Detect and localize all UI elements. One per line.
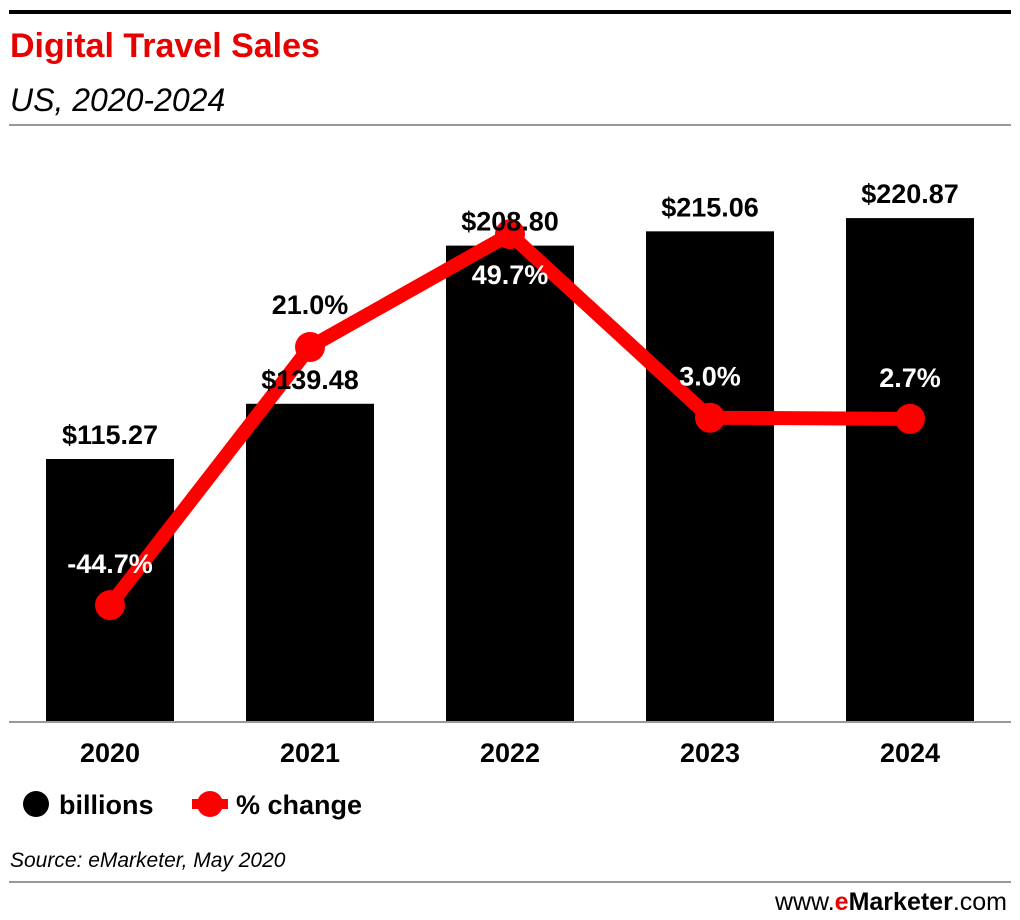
pct-label-2021: 21.0% — [272, 290, 349, 320]
line-layer: -44.7% 21.0% 49.7% 3.0% 2.7% — [67, 219, 941, 621]
pct-label-2024: 2.7% — [879, 363, 941, 393]
x-tick-label-2023: 2023 — [680, 738, 740, 768]
bar-value-label-2021: $139.48 — [261, 365, 359, 395]
bar-2024 — [846, 218, 974, 723]
bar-value-label-2020: $115.27 — [62, 420, 158, 450]
bar-2021 — [246, 403, 374, 722]
x-tick-label-2021: 2021 — [280, 738, 340, 768]
x-axis-ticks: 2020 2021 2022 2023 2024 — [80, 738, 940, 768]
bar-value-label-2024: $220.87 — [861, 179, 959, 209]
bar-value-label-2022: $208.80 — [461, 207, 559, 237]
brand-logo: www.eMarketer.com — [774, 888, 1007, 916]
chart-subtitle: US, 2020-2024 — [10, 82, 225, 118]
pct-point-2020 — [95, 590, 125, 621]
pct-point-2023 — [695, 402, 725, 433]
pct-label-2022: 49.7% — [472, 260, 549, 290]
legend-billions-label: billions — [59, 790, 154, 820]
legend-pct-label: % change — [236, 790, 362, 820]
pct-point-2021 — [295, 331, 325, 362]
x-tick-label-2024: 2024 — [880, 738, 940, 768]
labels-layer: $115.27 $139.48 $208.80 $215.06 $220.87 — [62, 179, 959, 450]
brand-name: Marketer — [849, 888, 953, 916]
legend: billions % change — [23, 790, 362, 820]
top-rule — [9, 10, 1011, 14]
bars-layer — [46, 218, 974, 723]
brand-accent: e — [835, 888, 849, 916]
pct-label-2023: 3.0% — [679, 362, 741, 392]
legend-billions-marker — [23, 791, 49, 817]
pct-point-2022 — [495, 219, 525, 250]
bar-2022 — [446, 245, 574, 722]
brand-prefix: www. — [774, 888, 835, 916]
x-tick-label-2022: 2022 — [480, 738, 540, 768]
x-tick-label-2020: 2020 — [80, 738, 140, 768]
legend-pct-marker — [197, 791, 223, 817]
bar-2023 — [646, 231, 774, 722]
chart-title: Digital Travel Sales — [10, 27, 320, 65]
brand-suffix: .com — [953, 888, 1007, 916]
pct-label-2020: -44.7% — [67, 549, 153, 579]
bar-value-label-2023: $215.06 — [661, 192, 759, 222]
source-note: Source: eMarketer, May 2020 — [10, 849, 286, 872]
pct-point-2024 — [895, 403, 925, 434]
